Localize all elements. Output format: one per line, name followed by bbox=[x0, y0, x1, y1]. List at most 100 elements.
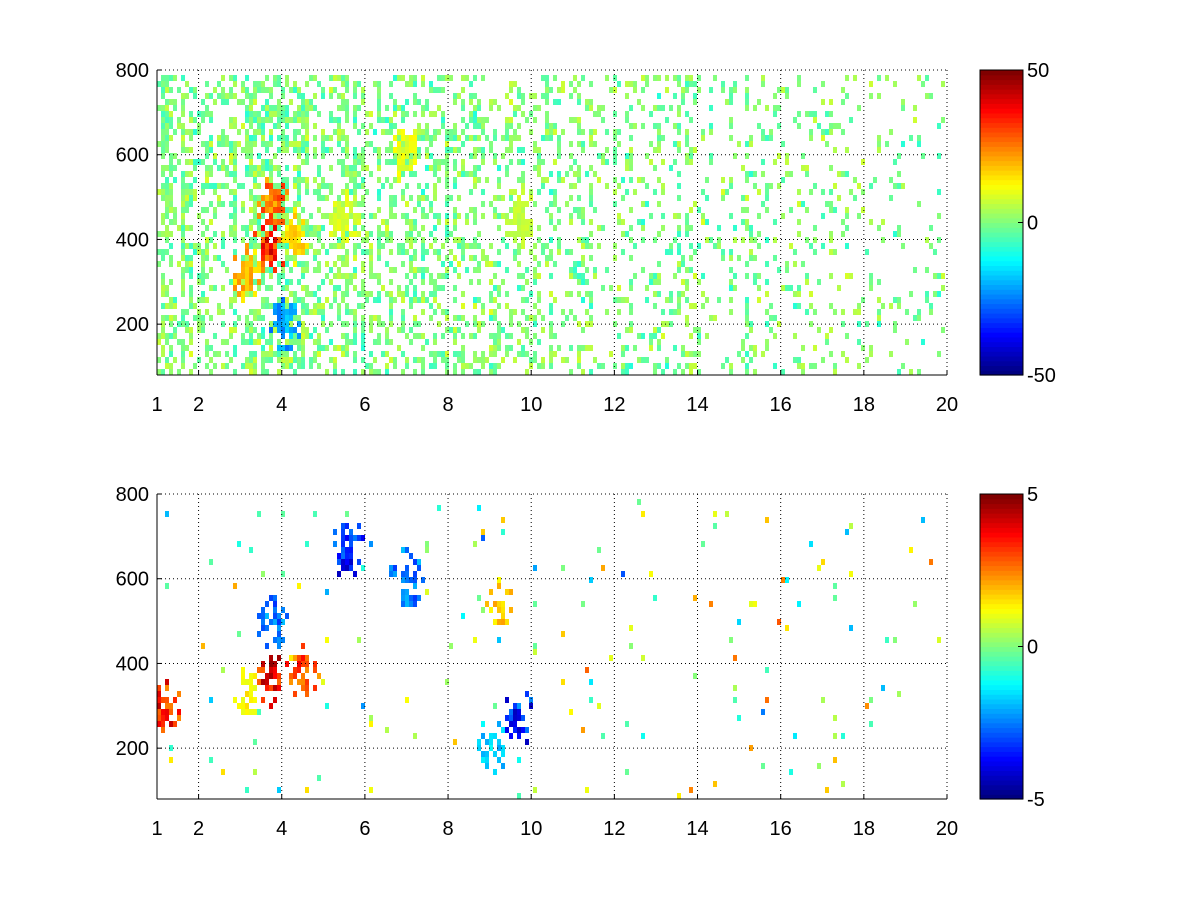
heatmap-cell bbox=[833, 733, 837, 739]
heatmap-cell bbox=[629, 165, 633, 171]
heatmap-cell bbox=[601, 285, 605, 291]
heatmap-cell bbox=[657, 75, 661, 81]
heatmap-cell bbox=[293, 81, 297, 87]
heatmap-cell bbox=[901, 363, 905, 369]
heatmap-cell bbox=[473, 357, 477, 363]
heatmap-cell bbox=[753, 601, 757, 607]
heatmap-cell bbox=[393, 213, 397, 219]
heatmap-cell bbox=[317, 351, 321, 357]
heatmap-cell bbox=[721, 195, 725, 201]
heatmap-cell bbox=[613, 129, 617, 135]
heatmap-cell bbox=[501, 237, 505, 243]
heatmap-cell bbox=[361, 303, 365, 309]
heatmap-cell bbox=[213, 213, 217, 219]
colorbar-swatch bbox=[980, 794, 1023, 800]
heatmap-cell bbox=[329, 303, 333, 309]
heatmap-cell bbox=[285, 225, 289, 231]
heatmap-cell bbox=[557, 237, 561, 243]
heatmap-cell bbox=[633, 87, 637, 93]
heatmap-cell bbox=[297, 243, 301, 249]
heatmap-cell bbox=[541, 243, 545, 249]
heatmap-cell bbox=[249, 339, 253, 345]
heatmap-cell bbox=[421, 369, 425, 375]
heatmap-cell bbox=[505, 345, 509, 351]
heatmap-cell bbox=[569, 141, 573, 147]
heatmap-cell bbox=[581, 727, 585, 733]
heatmap-cell bbox=[289, 243, 293, 249]
heatmap-cell bbox=[269, 261, 273, 267]
heatmap-cell bbox=[597, 703, 601, 709]
heatmap-cell bbox=[261, 351, 265, 357]
heatmap-cell bbox=[557, 141, 561, 147]
heatmap-cell bbox=[393, 297, 397, 303]
heatmap-cell bbox=[341, 159, 345, 165]
heatmap-cell bbox=[717, 297, 721, 303]
heatmap-cell bbox=[537, 165, 541, 171]
heatmap-cell bbox=[333, 219, 337, 225]
heatmap-cell bbox=[417, 201, 421, 207]
colorbar-swatch bbox=[980, 570, 1023, 576]
heatmap-cell bbox=[377, 81, 381, 87]
heatmap-cell bbox=[869, 219, 873, 225]
heatmap-cell bbox=[533, 273, 537, 279]
heatmap-cell bbox=[321, 177, 325, 183]
heatmap-cell bbox=[733, 655, 737, 661]
heatmap-cell bbox=[509, 333, 513, 339]
heatmap-cell bbox=[169, 363, 173, 369]
heatmap-cell bbox=[481, 201, 485, 207]
heatmap-cell bbox=[517, 709, 521, 715]
heatmap-cell bbox=[445, 177, 449, 183]
heatmap-cell bbox=[337, 123, 341, 129]
heatmap-cell bbox=[437, 285, 441, 291]
heatmap-cell bbox=[445, 195, 449, 201]
colorbar-swatch bbox=[980, 679, 1023, 686]
heatmap-cell bbox=[281, 357, 285, 363]
heatmap-cell bbox=[457, 327, 461, 333]
heatmap-cell bbox=[617, 81, 621, 87]
heatmap-cell bbox=[845, 333, 849, 339]
heatmap-cell bbox=[313, 511, 317, 517]
heatmap-cell bbox=[173, 357, 177, 363]
heatmap-cell bbox=[317, 775, 321, 781]
heatmap-cell bbox=[589, 129, 593, 135]
heatmap-cell bbox=[657, 291, 661, 297]
heatmap-cell bbox=[277, 619, 281, 625]
heatmap-cell bbox=[273, 195, 277, 201]
heatmap-cell bbox=[569, 213, 573, 219]
heatmap-cell bbox=[473, 213, 477, 219]
heatmap-cell bbox=[265, 303, 269, 309]
heatmap-cell bbox=[345, 195, 349, 201]
heatmap-cell bbox=[277, 99, 281, 105]
heatmap-cell bbox=[249, 709, 253, 715]
colorbar-swatch bbox=[980, 370, 1023, 376]
heatmap-cell bbox=[289, 99, 293, 105]
heatmap-cell bbox=[513, 727, 517, 733]
heatmap-cell bbox=[297, 225, 301, 231]
heatmap-cell bbox=[721, 249, 725, 255]
heatmap-cell bbox=[429, 111, 433, 117]
heatmap-cell bbox=[841, 781, 845, 787]
heatmap-cell bbox=[385, 333, 389, 339]
heatmap-cell bbox=[749, 135, 753, 141]
heatmap-cell bbox=[261, 345, 265, 351]
heatmap-cell bbox=[261, 297, 265, 303]
heatmap-cell bbox=[397, 129, 401, 135]
heatmap-cell bbox=[349, 213, 353, 219]
heatmap-cell bbox=[469, 117, 473, 123]
heatmap-cell bbox=[165, 697, 169, 703]
heatmap-cell bbox=[693, 351, 697, 357]
heatmap-cell bbox=[381, 231, 385, 237]
heatmap-cell bbox=[517, 135, 521, 141]
heatmap-cell bbox=[529, 249, 533, 255]
heatmap-cell bbox=[857, 105, 861, 111]
heatmap-cell bbox=[209, 141, 213, 147]
heatmap-cell bbox=[505, 165, 509, 171]
heatmap-cell bbox=[601, 565, 605, 571]
heatmap-cell bbox=[409, 75, 413, 81]
heatmap-cell bbox=[917, 369, 921, 375]
colorbar-swatch bbox=[980, 613, 1023, 619]
heatmap-cell bbox=[181, 189, 185, 195]
heatmap-cell bbox=[501, 727, 505, 733]
heatmap-cell bbox=[401, 351, 405, 357]
heatmap-cell bbox=[269, 333, 273, 339]
